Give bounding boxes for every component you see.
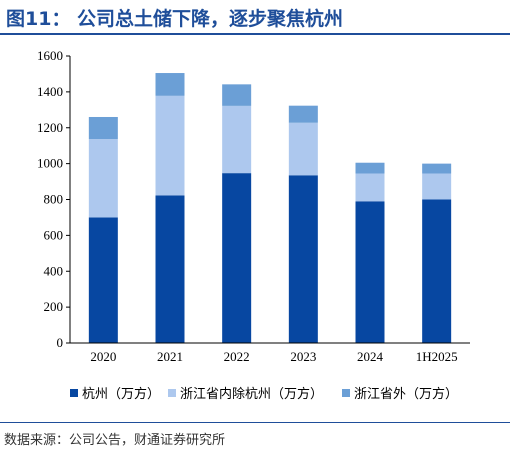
bar-segment-2023-s0 [288, 175, 318, 343]
x-category-label: 2024 [357, 349, 384, 364]
legend-label-outside-zhejiang: 浙江省外（万方） [354, 387, 459, 402]
stacked-bar-chart: 0 200 400 600 800 1000 1200 1400 1600 2020 2021 202… [37, 48, 470, 364]
bar-segment-2020-s2 [88, 116, 118, 140]
legend-item-hangzhou: 杭州（万方） [70, 383, 160, 402]
legend-swatch-zhejiang-ex-hangzhou [168, 389, 176, 397]
y-tick-label: 800 [44, 192, 64, 207]
bar-segment-2020-s1 [88, 139, 118, 218]
legend-item-zhejiang-ex-hangzhou: 浙江省内除杭州（万方） [168, 383, 323, 402]
bar-segment-2023-s1 [288, 122, 318, 176]
y-tick-label: 1400 [37, 84, 63, 99]
y-tick-label: 0 [57, 335, 64, 350]
bar-segment-2022-s1 [222, 105, 252, 174]
legend-item-outside-zhejiang: 浙江省外（万方） [342, 383, 458, 402]
source-divider [0, 422, 510, 423]
legend-swatch-hangzhou [70, 389, 78, 397]
bar-segment-1H2025-s1 [422, 173, 452, 200]
x-category-label: 2022 [224, 349, 250, 364]
chart-legend: 杭州（万方） 浙江省内除杭州（万方） 浙江省外（万方） [0, 383, 510, 403]
source-note: 数据来源：公司公告，财通证券研究所 [4, 433, 226, 448]
chart-title: 图11： 公司总土储下降，逐步聚焦杭州 [6, 8, 344, 30]
y-tick-label: 600 [44, 227, 64, 242]
bar-segment-2023-s2 [288, 105, 318, 123]
bar-segment-2020-s0 [88, 217, 118, 343]
x-category-label: 2020 [90, 349, 116, 364]
y-tick-label: 200 [44, 299, 64, 314]
legend-swatch-outside-zhejiang [342, 389, 350, 397]
bar-segment-2024-s2 [355, 162, 385, 174]
x-category-label: 1H2025 [416, 349, 458, 364]
legend-label-zhejiang-ex-hangzhou: 浙江省内除杭州（万方） [180, 387, 324, 402]
y-tick-label: 400 [44, 263, 64, 278]
title-divider [0, 33, 510, 35]
bar-segment-2024-s1 [355, 173, 385, 202]
bar-segment-2021-s2 [155, 73, 185, 96]
y-tick-label: 1600 [37, 48, 63, 63]
y-tick-label: 1200 [37, 120, 63, 135]
x-category-label: 2021 [157, 349, 183, 364]
bar-segment-2021-s1 [155, 95, 185, 196]
y-tick-label: 1000 [37, 156, 63, 171]
x-category-label: 2023 [290, 349, 316, 364]
bar-segment-2022-s2 [222, 84, 252, 106]
bar-segment-2022-s0 [222, 173, 252, 343]
bar-segment-2021-s0 [155, 195, 185, 343]
bar-segment-2024-s0 [355, 201, 385, 343]
bar-segment-1H2025-s2 [422, 163, 452, 174]
bar-segment-1H2025-s0 [422, 199, 452, 343]
legend-label-hangzhou: 杭州（万方） [82, 387, 161, 402]
